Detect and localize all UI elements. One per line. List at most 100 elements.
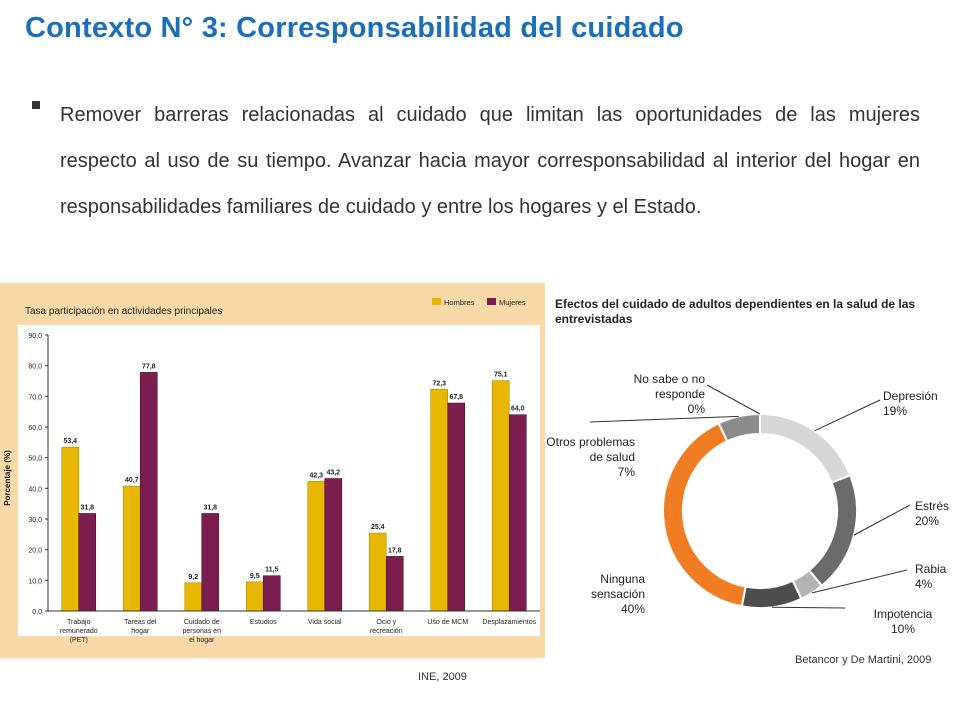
bar-value-label: 31,8: [203, 504, 217, 511]
bar-hombres: [307, 480, 326, 612]
leader-line: [814, 399, 881, 432]
x-tick-label: Trabajo remunerado (PET): [60, 619, 98, 644]
x-tick-label: Tareas del hogar: [124, 619, 157, 635]
y-tick-label: 50,0: [28, 456, 42, 463]
x-tick-label-line: Desplazamientos: [482, 619, 536, 626]
donut-chart-title-line: Efectos del cuidado de adultos dependien…: [555, 297, 915, 311]
donut-label-ninguna-sensación: Ninguna sensación 40%: [591, 572, 645, 616]
bar-hombres: [368, 532, 387, 612]
bar-value-label: 64,0: [511, 406, 525, 413]
bar-hombres: [184, 582, 203, 612]
legend-swatch-hombres: [432, 298, 441, 305]
y-tick-label: 80,0: [28, 364, 42, 371]
donut-label-line: 4%: [915, 577, 933, 591]
bar-value-label: 42,3: [309, 472, 323, 479]
y-tick-label: 40,0: [28, 486, 42, 493]
source-right: Betancor y De Martini, 2009: [795, 654, 932, 666]
donut-chart-labels: Depresión 19% Estrés 20% Rabia 4% Impotencia 10…: [546, 372, 949, 636]
donut-slice-impotencia: [740, 579, 803, 609]
bar-mujeres: [324, 478, 343, 612]
bar-chart-legend: Hombres Mujeres: [432, 298, 526, 307]
leader-line: [811, 569, 908, 594]
y-tick-label: 30,0: [28, 517, 42, 524]
donut-label-no-sabe-o-no-responde: No sabe o no responde 0%: [634, 372, 706, 416]
bar-value-label: 17,8: [388, 547, 402, 554]
x-tick-label: Estudios: [250, 619, 277, 626]
y-tick-label: 20,0: [28, 548, 42, 555]
slide-title: Contexto N° 3: Corresponsabilidad del cu…: [25, 12, 684, 44]
legend-label-hombres: Hombres: [444, 298, 475, 307]
donut-label-impotencia: Impotencia 10%: [874, 607, 933, 636]
donut-label-line: Depresión: [883, 389, 938, 403]
leader-line: [706, 384, 761, 415]
bar-hombres: [430, 388, 449, 612]
leader-line: [772, 606, 846, 609]
bar-value-label: 53,4: [63, 438, 77, 445]
bar-value-label: 72,3: [432, 380, 446, 387]
donut-label-line: de salud: [590, 450, 635, 464]
bar-value-label: 9,5: [250, 573, 260, 580]
x-tick-label-line: hogar: [131, 628, 150, 635]
x-tick-label: Cuidado de personas en el hogar: [182, 619, 221, 644]
x-tick-label-line: Ocio y: [376, 619, 396, 626]
x-tick-label-line: Uso de MCM: [427, 619, 468, 626]
x-tick-label-line: Trabajo: [67, 619, 91, 626]
donut-label-line: Estrés: [915, 499, 949, 513]
bar-mujeres: [447, 402, 466, 612]
y-tick-label: 60,0: [28, 425, 42, 432]
donut-label-line: 10%: [891, 622, 915, 636]
bar-mujeres: [139, 372, 158, 612]
bar-hombres: [61, 446, 80, 612]
bar-chart-x-ticks: Trabajo remunerado (PET) Tareas del hogar Cui…: [60, 619, 537, 644]
donut-label-line: 19%: [883, 404, 907, 418]
x-tick-label-line: personas en: [182, 628, 221, 635]
bullet-square-icon: [32, 101, 40, 109]
bar-value-label: 67,8: [449, 394, 463, 401]
bar-value-label: 25,4: [371, 524, 385, 531]
bar-chart: Tasa participación en actividades princi…: [0, 283, 545, 658]
donut-label-line: Otros problemas: [546, 435, 635, 449]
bar-mujeres: [78, 513, 97, 612]
donut-slice-otros-problemas-de-salud: [717, 412, 761, 443]
bar-hombres: [245, 581, 264, 612]
leader-line: [853, 504, 911, 536]
donut-label-line: 20%: [915, 514, 939, 528]
bullet-text: Remover barreras relacionadas al cuidado…: [60, 104, 920, 218]
bar-value-label: 40,7: [125, 477, 139, 484]
donut-slice-depresión: [759, 412, 852, 484]
bar-mujeres: [385, 556, 404, 612]
y-tick-label: 0,0: [32, 609, 42, 616]
x-tick-label-line: Estudios: [250, 619, 277, 626]
bullet-point: Remover barreras relacionadas al cuidado…: [32, 92, 920, 230]
donut-chart-slices: [662, 412, 858, 609]
donut-label-line: sensación: [591, 587, 645, 601]
y-tick-label: 10,0: [28, 578, 42, 585]
x-tick-label: Uso de MCM: [427, 619, 468, 626]
leader-line: [589, 415, 739, 423]
bar-value-label: 75,1: [494, 372, 508, 379]
x-tick-label: Vida social: [308, 619, 342, 626]
bar-hombres: [491, 380, 510, 612]
donut-slice-ninguna-sensación: [662, 421, 747, 608]
x-tick-label-line: Cuidado de: [184, 619, 220, 626]
bar-mujeres: [262, 575, 281, 612]
donut-chart-title-line: entrevistadas: [555, 312, 633, 326]
bar-value-label: 11,5: [265, 567, 278, 574]
bar-hombres: [122, 485, 141, 612]
donut-chart-title: Efectos del cuidado de adultos dependien…: [555, 297, 915, 326]
source-left: INE, 2009: [418, 671, 467, 683]
bar-value-label: 43,2: [326, 470, 340, 477]
bar-chart-y-axis-label: Porcentaje (%): [3, 450, 12, 506]
bar-value-label: 9,2: [188, 574, 198, 581]
x-tick-label-line: Vida social: [308, 619, 342, 626]
donut-label-line: 40%: [621, 602, 645, 616]
donut-label-line: responde: [655, 387, 705, 401]
donut-label-line: No sabe o no: [634, 372, 706, 386]
legend-swatch-mujeres: [487, 298, 496, 305]
x-tick-label: Ocio y recreación: [370, 619, 403, 635]
donut-label-depresión: Depresión 19%: [883, 389, 938, 418]
bar-chart-title: Tasa participación en actividades princi…: [25, 306, 222, 317]
bar-chart-y-ticks: 0,0 10,0 20,0 30,0 40,0 50,0 60,0 70,0 80,0 90,0: [28, 333, 48, 616]
donut-label-line: Rabia: [915, 562, 947, 576]
donut-chart: Efectos del cuidado de adultos dependien…: [546, 297, 949, 636]
